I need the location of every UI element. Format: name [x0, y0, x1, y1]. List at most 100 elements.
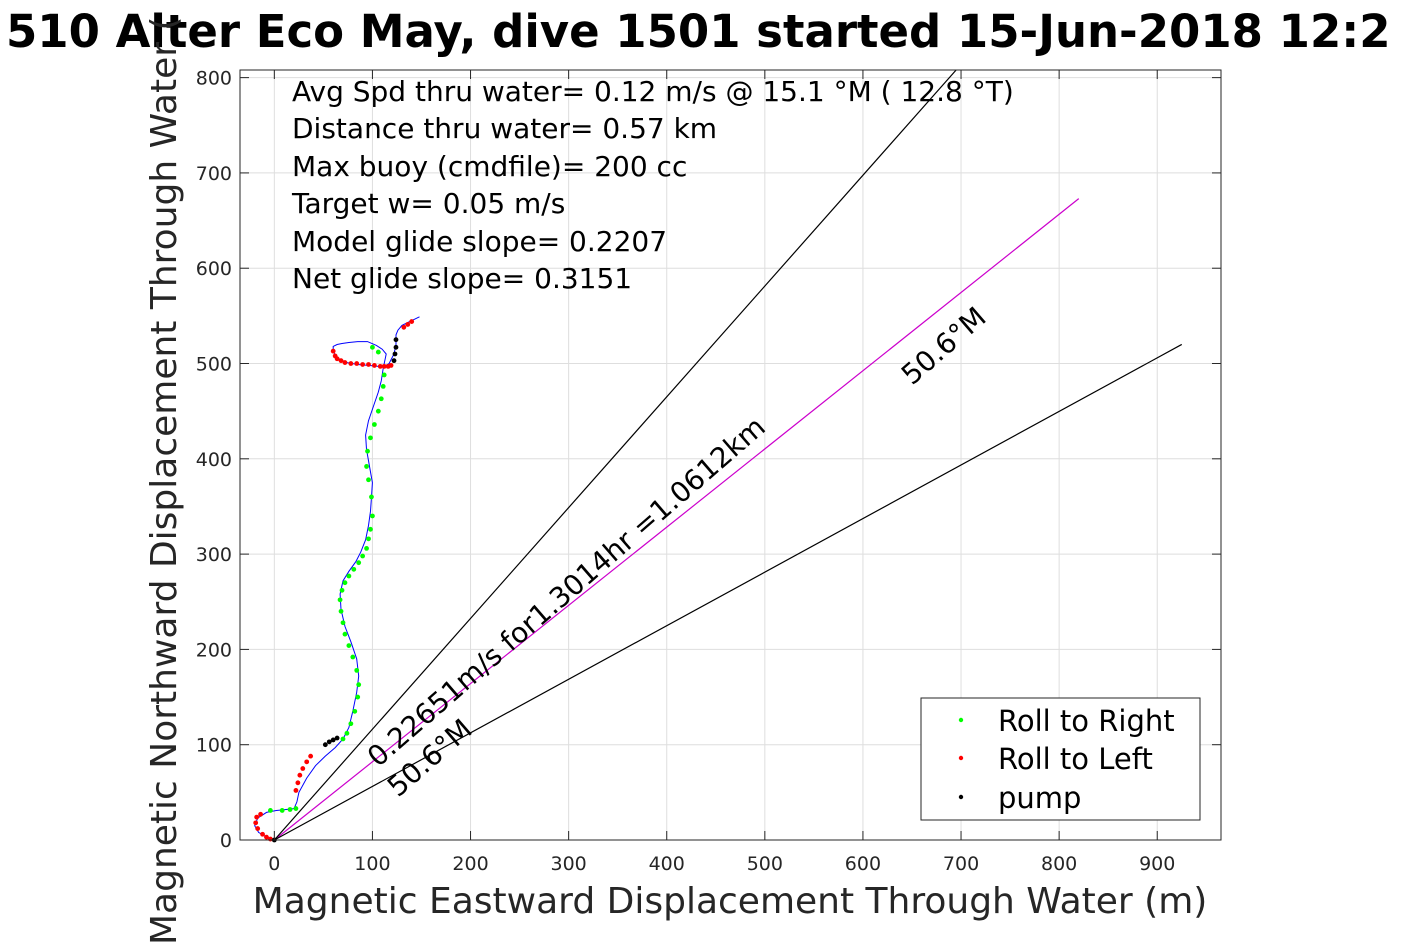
roll-right-marker	[369, 494, 374, 500]
legend-label-roll-left: Roll to Left	[998, 742, 1153, 776]
roll-right-marker	[368, 526, 373, 532]
roll-right-marker	[381, 372, 387, 378]
legend: Roll to Right Roll to Left pump	[920, 697, 1201, 821]
roll-left-marker	[381, 363, 387, 369]
roll-right-marker	[371, 422, 377, 427]
roll-right-marker	[355, 694, 361, 700]
legend-label-pump: pump	[998, 781, 1081, 815]
legend-label-roll-right: Roll to Right	[998, 704, 1175, 738]
x-tick-label: 800	[1041, 853, 1077, 875]
roll-right-marker	[342, 631, 348, 637]
reference-line-upper-bound	[273, 69, 957, 841]
roll-left-marker	[295, 780, 301, 786]
y-tick-label: 0	[220, 830, 232, 852]
roll-right-marker	[356, 560, 362, 566]
roll-right-marker	[342, 580, 348, 586]
roll-right-marker	[344, 730, 350, 736]
chart-title: 510 Alter Eco May, dive 1501 started 15-…	[6, 5, 1391, 58]
y-tick-label: 800	[196, 68, 232, 90]
roll-right-marker	[339, 587, 345, 593]
pump-marker	[330, 737, 336, 743]
roll-right-marker	[287, 807, 293, 812]
roll-right-marker	[368, 435, 373, 441]
stat-target-w: Target w= 0.05 m/s	[291, 187, 565, 220]
stat-avg-speed: Avg Spd thru water= 0.12 m/s @ 15.1 °M (…	[292, 75, 1014, 108]
roll-left-marker	[366, 362, 371, 367]
track-markers	[253, 319, 415, 843]
pump-marker	[326, 739, 332, 745]
x-tick-label: 500	[747, 853, 783, 875]
roll-right-marker	[365, 448, 370, 454]
roll-left-marker	[360, 362, 366, 367]
roll-right-marker	[293, 806, 299, 811]
roll-right-marker	[375, 349, 381, 355]
roll-left-marker	[334, 356, 340, 362]
roll-right-marker	[375, 408, 381, 414]
roll-left-marker	[401, 324, 407, 330]
y-axis-label: Magnetic Northward Displacement Through …	[144, 16, 185, 945]
x-tick-label: 200	[452, 853, 488, 875]
roll-right-marker	[351, 566, 357, 572]
plot-frame	[239, 69, 1222, 841]
roll-left-marker	[409, 319, 415, 324]
y-tick-label: 500	[196, 354, 232, 376]
x-tick-label: 900	[1139, 853, 1175, 875]
roll-right-marker	[378, 396, 384, 402]
roll-left-marker	[308, 753, 314, 759]
roll-right-marker	[364, 464, 369, 469]
roll-left-marker	[304, 759, 310, 765]
roll-left-marker	[300, 766, 306, 771]
roll-right-marker	[346, 573, 352, 579]
roll-right-marker	[370, 344, 375, 350]
speed-line-label: 0.22651m/s for1.3014hr =1.0612km	[361, 410, 772, 773]
x-tick-label: 100	[354, 853, 390, 875]
roll-left-marker	[260, 831, 265, 837]
roll-left-marker	[293, 788, 299, 793]
roll-right-marker	[370, 513, 375, 519]
legend-marker-roll-left	[958, 755, 964, 761]
roll-left-marker	[405, 322, 411, 327]
roll-right-marker	[340, 620, 346, 626]
x-tick-label: 0	[268, 853, 280, 875]
pump-marker	[322, 742, 328, 748]
reference-lines	[273, 69, 1183, 841]
roll-left-marker	[253, 820, 259, 826]
roll-right-marker	[268, 808, 273, 813]
roll-left-marker	[348, 361, 354, 366]
x-tick-label: 400	[649, 853, 685, 875]
heading-label-upper: 50.6°M	[895, 300, 993, 391]
roll-right-marker	[366, 477, 371, 483]
reference-line-lower-bound	[274, 343, 1183, 841]
stat-max-buoy: Max buoy (cmdfile)= 200 cc	[292, 150, 687, 183]
roll-left-marker	[377, 363, 383, 369]
roll-right-marker	[279, 808, 285, 813]
roll-right-marker	[360, 553, 366, 559]
roll-left-marker	[254, 814, 260, 820]
roll-right-marker	[338, 608, 344, 614]
roll-left-marker	[338, 358, 344, 364]
pump-marker	[393, 337, 399, 343]
roll-left-marker	[371, 363, 377, 368]
x-tick-label: 300	[551, 853, 587, 875]
pump-marker	[391, 358, 397, 364]
pump-marker	[392, 351, 398, 357]
roll-right-marker	[356, 682, 362, 688]
stat-distance: Distance thru water= 0.57 km	[292, 112, 717, 145]
y-tick-label: 400	[196, 449, 232, 471]
y-tick-label: 200	[196, 639, 232, 661]
roll-left-marker	[354, 361, 360, 366]
pump-marker	[334, 735, 340, 741]
x-tick-label: 700	[943, 853, 979, 875]
roll-right-marker	[366, 536, 371, 542]
roll-right-marker	[380, 383, 386, 389]
roll-left-marker	[258, 811, 264, 817]
roll-right-marker	[348, 721, 354, 727]
roll-right-marker	[337, 597, 343, 603]
roll-left-marker	[255, 826, 261, 831]
roll-right-marker	[364, 545, 369, 551]
roll-left-marker	[330, 348, 336, 354]
y-tick-label: 300	[196, 544, 232, 566]
stats-annotation: Avg Spd thru water= 0.12 m/s @ 15.1 °M (…	[291, 75, 1014, 295]
y-tick-label: 600	[196, 258, 232, 280]
